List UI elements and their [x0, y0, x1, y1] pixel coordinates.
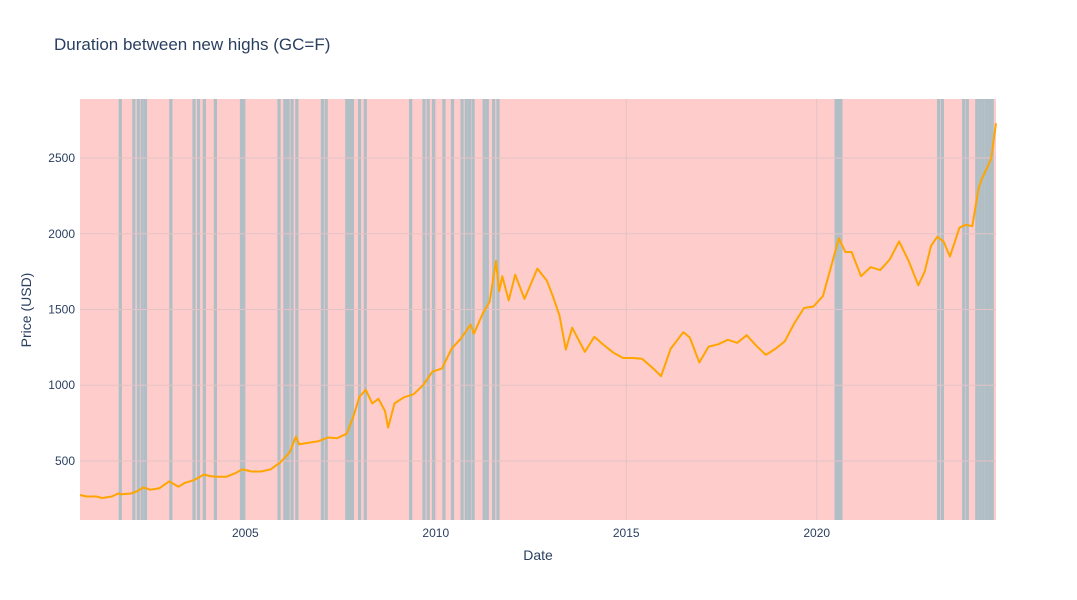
chart-title: Duration between new highs (GC=F): [54, 35, 330, 54]
y-tick-label: 1500: [48, 303, 75, 317]
x-tick-label: 2010: [422, 526, 449, 540]
x-axis-title: Date: [523, 547, 553, 563]
x-tick-label: 2005: [232, 526, 259, 540]
gridlines: [80, 99, 996, 520]
y-tick-label: 1000: [48, 378, 75, 392]
x-tick-label: 2020: [803, 526, 830, 540]
y-tick-label: 2500: [48, 151, 75, 165]
y-axis-title: Price (USD): [18, 273, 34, 348]
x-axis-ticks: 2005 2010 2015 2020: [232, 526, 830, 540]
plot-area: [79, 99, 997, 520]
y-tick-label: 2000: [48, 227, 75, 241]
y-tick-label: 500: [55, 454, 75, 468]
y-axis-ticks: 500 1000 1500 2000 2500: [48, 151, 75, 468]
price-line: [79, 123, 997, 499]
x-tick-label: 2015: [613, 526, 640, 540]
